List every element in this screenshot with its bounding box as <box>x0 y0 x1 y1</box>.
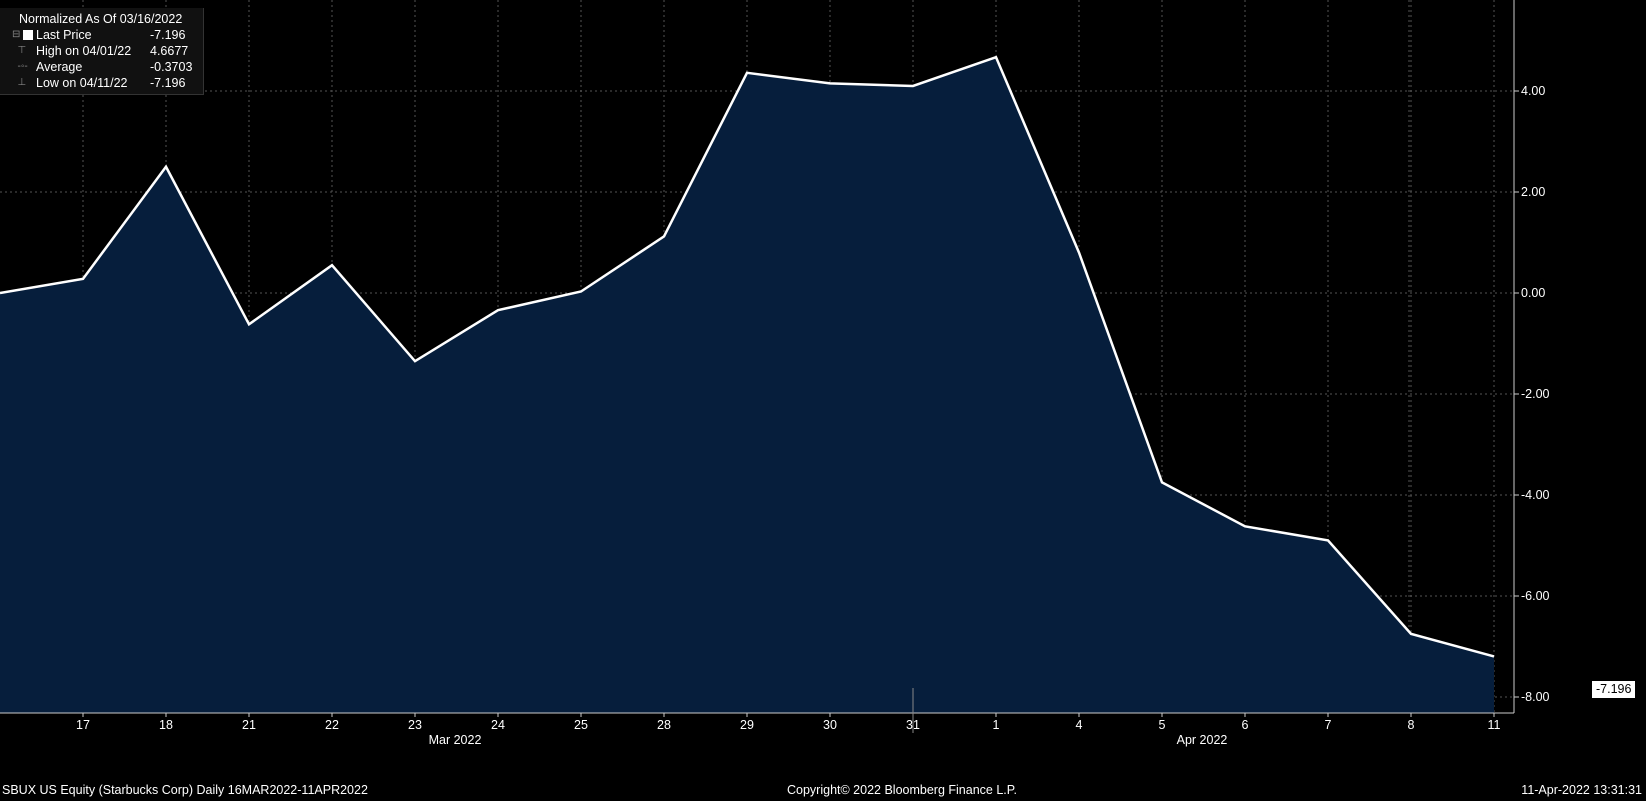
month-labels: Mar 2022 Apr 2022 <box>429 733 1228 747</box>
x-tick-label: 1 <box>993 718 1000 732</box>
legend-value: -7.196 <box>150 76 186 90</box>
y-tick-label: -2.00 <box>1521 387 1550 401</box>
legend-label: Low on 04/11/22 <box>36 76 128 90</box>
x-tick-label: 17 <box>76 718 90 732</box>
month-label: Apr 2022 <box>1177 733 1228 747</box>
x-tick-label: 11 <box>1488 718 1501 732</box>
x-tick-label: 28 <box>657 718 671 732</box>
axes <box>0 0 1515 714</box>
average-marker-icon: -◦- <box>12 61 28 72</box>
x-tick-label: 25 <box>574 718 588 732</box>
legend-row-last-price: ⊟ Last Price -7.196 <box>0 27 203 43</box>
price-line <box>0 55 1495 658</box>
legend-header: Normalized As Of 03/16/2022 <box>19 12 183 26</box>
y-tick-label: -4.00 <box>1521 488 1550 502</box>
legend-label: Average <box>36 60 83 74</box>
y-axis-ticks: 4.00 2.00 0.00 -2.00 -4.00 -6.00 -8.00 <box>1514 84 1550 704</box>
high-marker-icon: ⊤ <box>12 45 27 56</box>
last-value-tag: -7.196 <box>1592 681 1636 698</box>
tree-expand-icon: ⊟ <box>12 29 21 40</box>
legend-row-high: ⊤ High on 04/01/22 4.6677 <box>0 43 203 59</box>
y-tick-label: -6.00 <box>1521 589 1550 603</box>
footer-copyright: Copyright© 2022 Bloomberg Finance L.P. <box>787 783 1017 797</box>
x-tick-label: 8 <box>1408 718 1415 732</box>
series-color-swatch <box>23 30 33 40</box>
legend-row-low: ⊥ Low on 04/11/22 -7.196 <box>0 75 203 91</box>
y-tick-label: 0.00 <box>1521 286 1545 300</box>
price-area-fill <box>0 57 1494 714</box>
legend-value: -7.196 <box>150 28 186 42</box>
y-tick-label: 2.00 <box>1521 185 1545 199</box>
x-tick-label: 7 <box>1325 718 1332 732</box>
y-tick-label: 4.00 <box>1521 84 1545 98</box>
chart-legend: Normalized As Of 03/16/2022 ⊟ Last Price… <box>0 8 204 95</box>
legend-label: Last Price <box>36 28 92 42</box>
legend-row-average: -◦- Average -0.3703 <box>0 59 203 75</box>
x-tick-label: 23 <box>408 718 422 732</box>
x-tick-label: 5 <box>1159 718 1166 732</box>
legend-value: 4.6677 <box>150 44 189 58</box>
month-label: Mar 2022 <box>429 733 482 747</box>
x-tick-label: 21 <box>242 718 256 732</box>
x-tick-label: 6 <box>1242 718 1249 732</box>
x-tick-label: 22 <box>325 718 339 732</box>
x-axis-ticks: 17 18 21 22 23 24 25 28 29 30 31 1 4 5 6 7 8 11 <box>76 688 1501 733</box>
legend-value: -0.3703 <box>150 60 193 74</box>
x-tick-label: 4 <box>1076 718 1083 732</box>
low-marker-icon: ⊥ <box>12 77 27 88</box>
x-tick-label: 30 <box>823 718 837 732</box>
x-tick-label: 24 <box>491 718 505 732</box>
footer-timestamp: 11-Apr-2022 13:31:31 <box>1521 783 1642 797</box>
y-tick-label: -8.00 <box>1521 690 1550 704</box>
x-tick-label: 18 <box>159 718 173 732</box>
legend-label: High on 04/01/22 <box>36 44 132 58</box>
x-tick-label: 29 <box>740 718 754 732</box>
footer-security-info: SBUX US Equity (Starbucks Corp) Daily 16… <box>2 783 368 797</box>
